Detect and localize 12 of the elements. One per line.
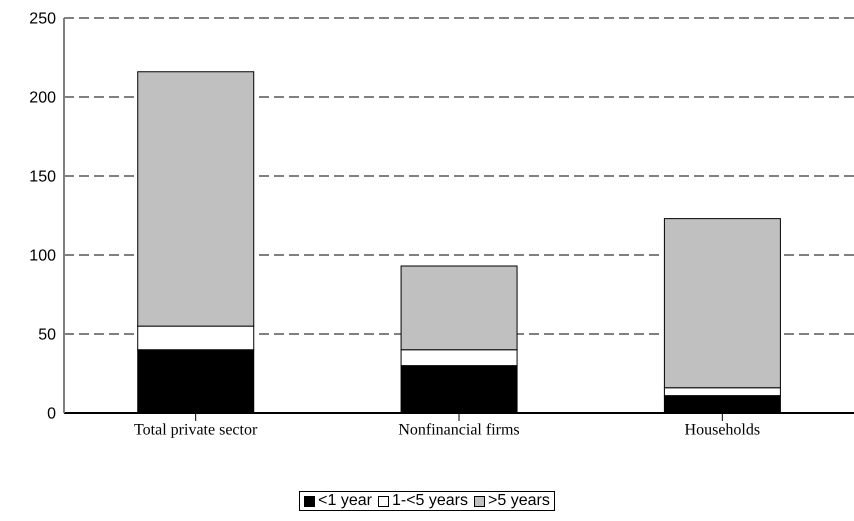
legend-label: >5 years bbox=[488, 492, 550, 510]
y-tick-label: 0 bbox=[47, 406, 56, 423]
x-tick-label: Nonfinancial firms bbox=[398, 421, 520, 438]
legend-label: 1-<5 years bbox=[392, 492, 468, 510]
y-tick-label: 200 bbox=[29, 90, 56, 107]
legend-label: <1 year bbox=[318, 492, 372, 510]
y-tick-label: 100 bbox=[29, 248, 56, 265]
x-tick-label: Total private sector bbox=[134, 421, 258, 438]
x-tick-label: Households bbox=[684, 421, 760, 438]
y-tick-label: 50 bbox=[38, 326, 56, 344]
y-tick-label: 150 bbox=[29, 168, 56, 186]
y-tick-label: 250 bbox=[29, 10, 56, 28]
